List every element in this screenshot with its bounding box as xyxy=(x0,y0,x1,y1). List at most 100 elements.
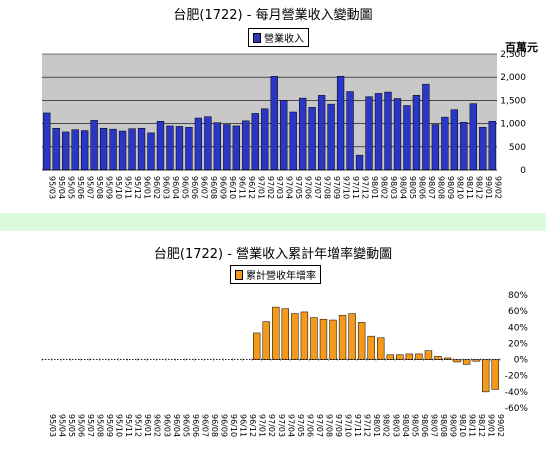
revenue-bar xyxy=(109,128,117,171)
growth-xtick-label: 99/02 xyxy=(496,414,505,437)
revenue-legend-swatch xyxy=(253,32,261,43)
revenue-xtick-label: 96/09 xyxy=(218,176,227,199)
growth-xtick-label: 95/10 xyxy=(115,414,124,437)
revenue-xtick-label: 96/01 xyxy=(143,176,152,199)
growth-xtick-label: 98/05 xyxy=(410,414,419,437)
growth-xtick-label: 96/06 xyxy=(191,414,200,437)
revenue-xtick-label: 95/05 xyxy=(67,176,76,199)
revenue-bar xyxy=(308,107,316,171)
growth-xtick-label: 98/06 xyxy=(420,414,429,437)
revenue-bar xyxy=(175,126,184,171)
growth-xtick-label: 96/09 xyxy=(220,414,229,437)
revenue-xtick-label: 95/04 xyxy=(57,176,66,199)
revenue-bar xyxy=(223,124,231,171)
revenue-xtick-label: 96/02 xyxy=(152,176,161,199)
growth-chart-title: 台肥(1722) - 營業收入累計年增率變動圖 xyxy=(153,247,393,262)
revenue-bar xyxy=(270,76,278,171)
growth-ytick-label: 80% xyxy=(508,291,528,301)
revenue-bar xyxy=(299,97,307,171)
growth-bar xyxy=(472,359,480,362)
growth-xtick-label: 95/11 xyxy=(124,414,133,437)
growth-ytick-label: -20% xyxy=(505,372,529,382)
growth-xtick-label: 96/11 xyxy=(239,414,248,437)
revenue-legend: 營業收入 xyxy=(248,28,309,47)
growth-xtick-label: 97/10 xyxy=(344,414,353,437)
revenue-xtick-label: 95/09 xyxy=(105,176,114,199)
revenue-xtick-label: 97/06 xyxy=(304,176,313,199)
growth-bar xyxy=(434,356,442,360)
revenue-xtick-label: 97/01 xyxy=(256,176,265,199)
growth-xtick-label: 96/07 xyxy=(200,414,209,437)
revenue-ytick-label: 2,500 xyxy=(500,50,526,60)
revenue-xtick-label: 97/12 xyxy=(361,176,370,199)
revenue-bar xyxy=(118,130,127,171)
growth-xtick-label: 97/11 xyxy=(353,414,362,437)
growth-bar xyxy=(253,332,261,360)
growth-xtick-label: 96/10 xyxy=(229,414,238,437)
growth-xtick-label: 95/09 xyxy=(105,414,114,437)
revenue-bar xyxy=(99,127,108,171)
revenue-bar xyxy=(479,127,487,171)
growth-xtick-label: 97/05 xyxy=(296,414,305,437)
revenue-bar xyxy=(213,122,222,171)
revenue-xtick-label: 98/06 xyxy=(417,176,426,199)
revenue-xtick-label: 98/05 xyxy=(408,176,417,199)
revenue-bar xyxy=(384,91,392,171)
revenue-ytick-label: 1,500 xyxy=(500,96,526,106)
revenue-xtick-label: 97/07 xyxy=(313,176,322,199)
growth-bar xyxy=(405,353,414,360)
growth-bar xyxy=(424,350,433,360)
growth-bar xyxy=(357,322,366,360)
growth-plot-area xyxy=(42,295,500,408)
revenue-bar xyxy=(346,91,354,171)
growth-bar xyxy=(272,306,280,360)
revenue-ytick-label: 0 xyxy=(520,166,526,176)
revenue-xtick-label: 95/08 xyxy=(95,176,104,199)
growth-xtick-label: 96/01 xyxy=(143,414,152,437)
revenue-xtick-label: 98/03 xyxy=(389,176,398,199)
revenue-xtick-label: 98/04 xyxy=(398,176,407,199)
growth-xtick-label: 95/07 xyxy=(86,414,95,437)
growth-bar xyxy=(338,314,347,360)
growth-xtick-label: 95/05 xyxy=(67,414,76,437)
growth-xtick-label: 98/09 xyxy=(449,414,458,437)
revenue-bar xyxy=(194,117,203,171)
growth-bar xyxy=(348,313,356,360)
revenue-xtick-label: 98/07 xyxy=(427,176,436,199)
revenue-bar xyxy=(327,103,335,171)
revenue-bar xyxy=(90,120,98,171)
growth-bar xyxy=(377,337,385,360)
revenue-xtick-label: 97/03 xyxy=(275,176,284,199)
growth-xtick-label: 98/11 xyxy=(468,414,477,437)
growth-xtick-label: 95/12 xyxy=(134,414,143,437)
growth-legend-label: 累計營收年增率 xyxy=(246,271,316,282)
revenue-bar xyxy=(460,121,468,171)
revenue-xtick-label: 95/06 xyxy=(76,176,85,199)
revenue-bar xyxy=(441,116,449,171)
revenue-xtick-label: 98/09 xyxy=(446,176,455,199)
growth-ytick-label: 0% xyxy=(514,356,529,366)
revenue-bar xyxy=(80,130,89,171)
revenue-xtick-label: 96/08 xyxy=(209,176,218,199)
growth-xtick-label: 98/04 xyxy=(401,414,410,437)
revenue-bar xyxy=(393,98,402,171)
revenue-xtick-label: 97/05 xyxy=(294,176,303,199)
revenue-xtick-label: 98/02 xyxy=(380,176,389,199)
revenue-xtick-label: 97/11 xyxy=(351,176,360,199)
growth-xtick-label: 96/04 xyxy=(172,414,181,437)
revenue-xtick-label: 96/07 xyxy=(199,176,208,199)
growth-xtick-label: 96/02 xyxy=(153,414,162,437)
growth-chart-panel: 台肥(1722) - 營業收入累計年增率變動圖 累計營收年增率 -60% -40%… xyxy=(0,231,546,451)
growth-xtick-label: 97/03 xyxy=(277,414,286,437)
revenue-bar xyxy=(62,131,70,171)
revenue-xtick-label: 98/11 xyxy=(465,176,474,199)
growth-bar xyxy=(415,353,423,360)
growth-ytick-label: -40% xyxy=(505,388,529,398)
revenue-xtick-label: 98/12 xyxy=(474,176,483,199)
revenue-xtick-label: 98/10 xyxy=(455,176,464,199)
revenue-bar xyxy=(422,83,430,171)
revenue-bar xyxy=(43,112,51,171)
growth-ytick-label: -60% xyxy=(505,404,529,414)
revenue-bar xyxy=(450,109,458,171)
